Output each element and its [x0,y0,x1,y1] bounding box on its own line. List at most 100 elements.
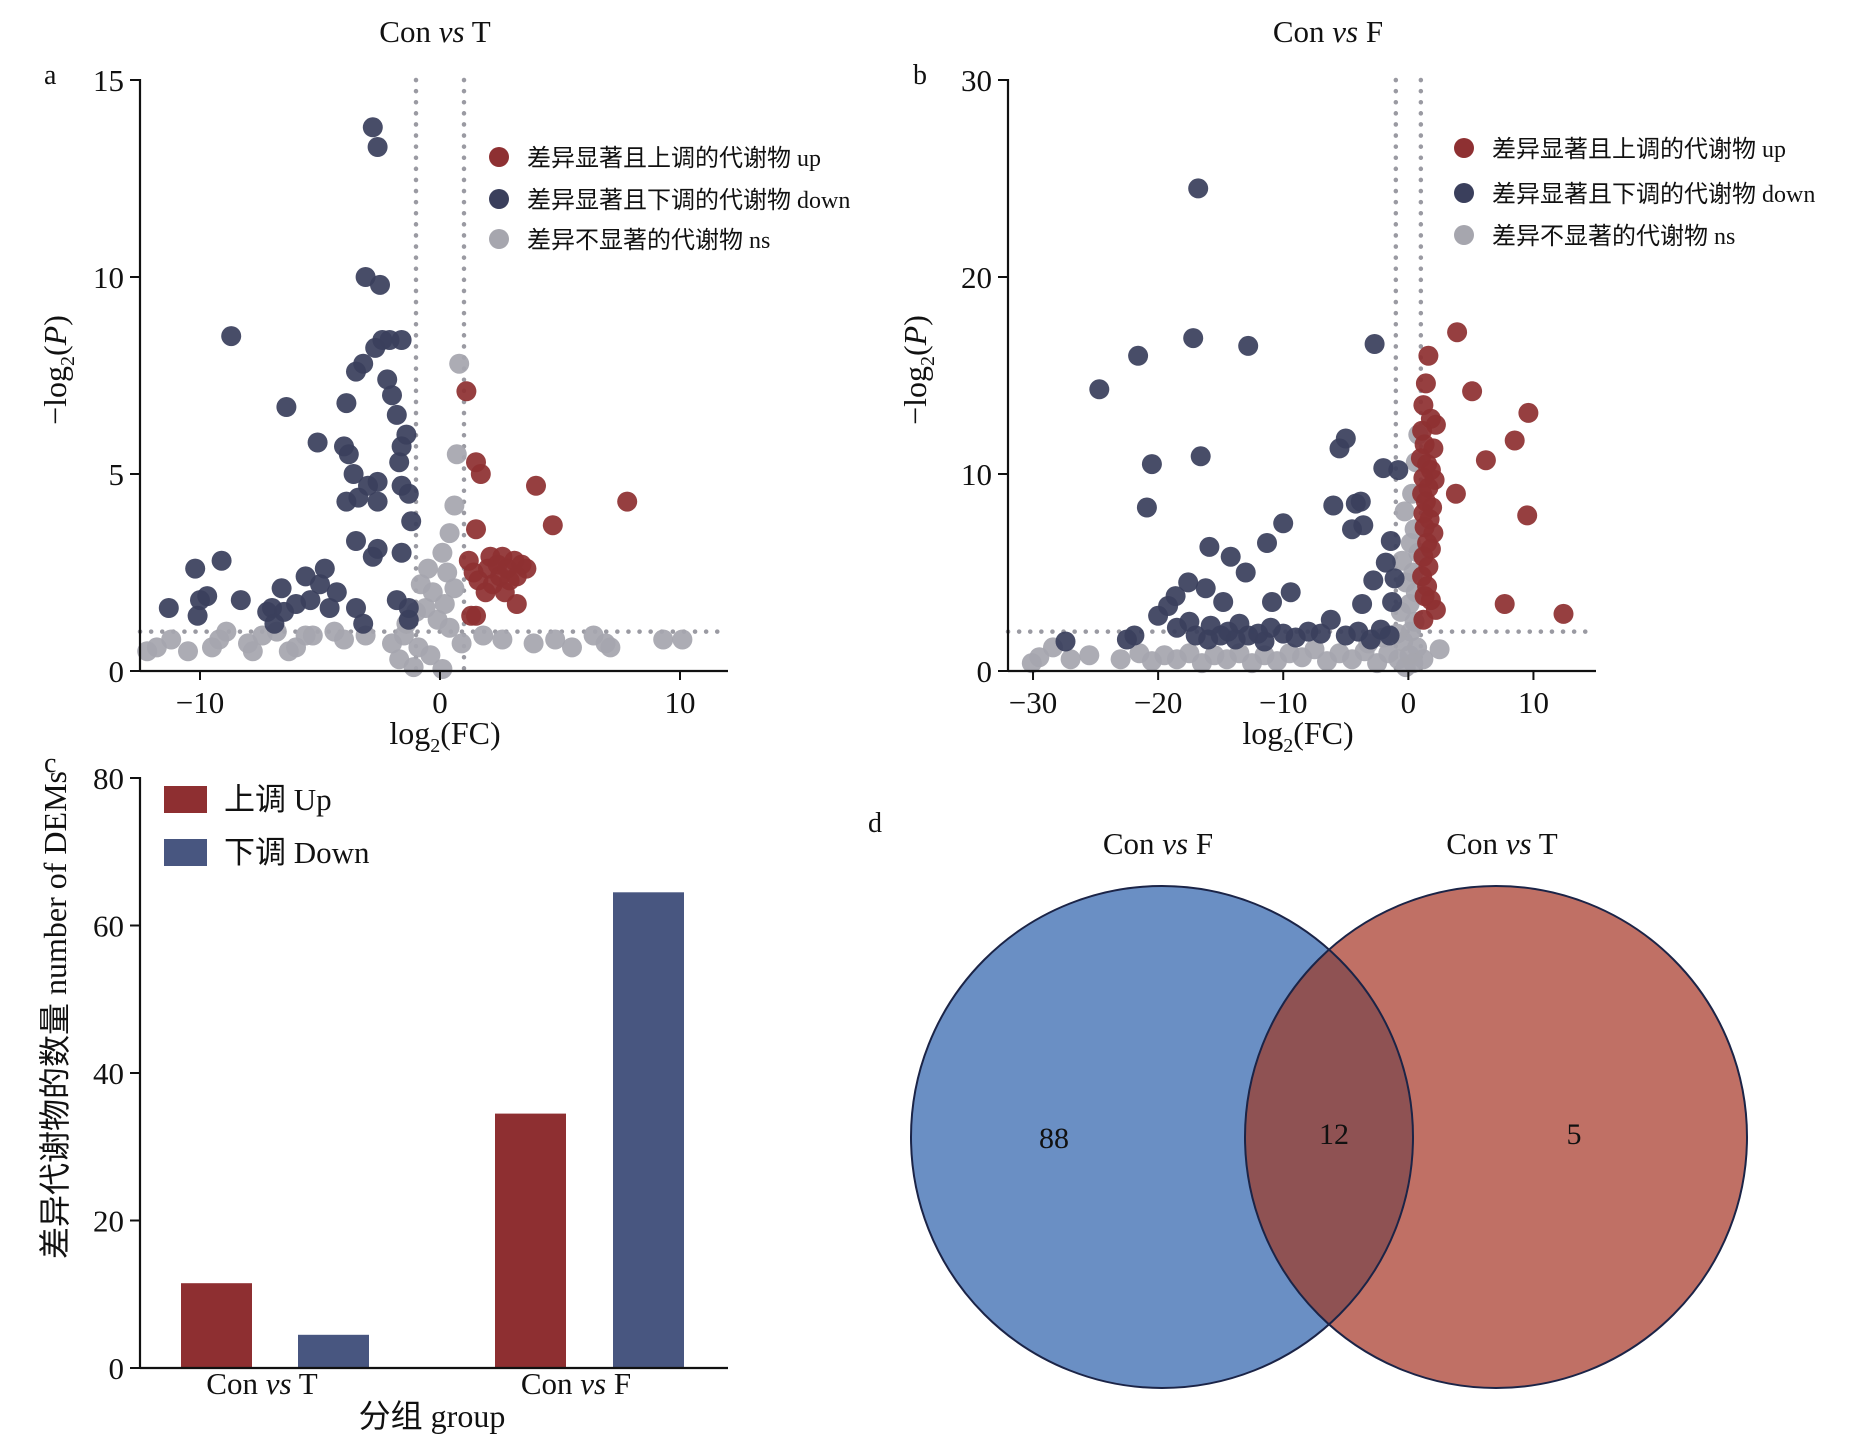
panel-a-x-axis-label: log2(FC) [389,715,500,757]
y-tick-label: 80 [93,761,124,796]
legend-label-down: 下调 Down [224,835,370,870]
point-ns-4 [432,542,453,563]
point-down-61 [1055,631,1076,652]
point-down-15 [1273,513,1294,534]
point-down-4 [1364,334,1385,354]
legend-marker-down [489,189,509,209]
point-down-36 [1148,605,1169,626]
point-ns-28 [1317,651,1337,672]
bar-down-0 [298,1334,369,1368]
venn-set-label-t: Con vs T [1446,826,1557,861]
point-down-17 [391,436,412,457]
panel-a-threshold-lines [137,77,731,674]
point-down-37 [185,558,206,579]
point-down-8 [1141,454,1162,475]
point-ns-45 [545,629,566,650]
point-up-37 [1494,594,1515,614]
point-down-35 [1352,594,1373,614]
point-down-25 [1195,578,1216,599]
x-tick-label: 10 [665,685,696,720]
point-ns-46 [1060,649,1081,670]
point-up-32 [1445,483,1466,504]
point-ns-3 [1394,501,1415,522]
y-tick-label: 20 [93,1204,124,1239]
panel-a-title: Con vs T [379,14,490,49]
point-down-56 [398,609,419,630]
legend-label-down: 差异显著且下调的代谢物 down [527,187,850,214]
panel-a-y-axis-label: −log2(P) [37,315,79,425]
legend-swatch-up [164,786,207,813]
point-ns-8 [444,578,465,599]
point-down-35 [314,558,335,579]
panel-c-legend: 上调 Up 下调 Down [164,782,370,870]
panel-c-category-label-1: Con vs F [521,1366,631,1401]
point-up-38 [1553,603,1574,624]
panel-c-bars [181,892,684,1368]
point-down-3 [1238,335,1259,356]
y-tick-label: 30 [961,63,992,98]
point-up-36 [1517,505,1538,526]
point-down-30 [401,511,422,532]
y-tick-label: 40 [93,1056,124,1091]
point-down-40 [271,578,292,599]
point-ns-22 [1429,639,1450,660]
y-tick-label: 10 [93,260,124,295]
legend-swatch-down [164,839,207,866]
point-ns-21 [403,657,424,678]
point-ns-39 [202,637,222,658]
panel-a-axes: −10 0 10 0 5 10 15 [93,63,728,720]
point-down-9 [1190,446,1211,467]
legend-label-up: 差异显著且上调的代谢物 up [527,145,821,172]
point-ns-50 [653,629,674,650]
point-ns-21 [1413,649,1434,670]
panel-b-legend: 差异显著且上调的代谢物 up 差异显著且下调的代谢物 down 差异不显著的代谢… [1454,136,1815,250]
point-down-19 [1342,519,1362,540]
point-down-44 [230,590,251,611]
point-ns-17 [451,633,472,654]
point-down-0 [362,117,383,138]
point-ns-43 [1129,643,1150,664]
point-ns-46 [562,637,582,658]
legend-marker-ns [489,229,509,249]
point-ns-43 [492,629,513,650]
point-up-34 [1504,430,1525,451]
point-down-41 [326,582,347,603]
venn-circle-t-outline [1244,885,1748,1389]
point-down-22 [1220,546,1241,567]
point-down-34 [362,546,383,567]
point-down-33 [391,542,412,563]
point-down-26 [398,483,419,504]
point-down-31 [346,531,366,551]
y-tick-label: 0 [977,654,993,689]
y-tick-label: 60 [93,909,124,944]
point-down-18 [307,432,328,453]
point-down-12 [1136,497,1157,518]
point-ns-2 [444,495,465,516]
point-up-3 [466,519,486,540]
point-ns-35 [178,641,198,662]
point-ns-26 [324,621,345,642]
venn-count-only-t: 5 [1567,1118,1582,1151]
point-down-17 [1350,491,1371,512]
legend-marker-up [489,147,509,167]
legend-label-ns: 差异不显著的代谢物 ns [1492,223,1735,250]
point-up-22 [466,605,486,626]
panel-a-legend: 差异显著且上调的代谢物 up 差异显著且下调的代谢物 down 差异不显著的代谢… [489,145,850,254]
point-ns-22 [432,659,453,679]
point-up-1 [1418,345,1439,366]
point-ns-45 [1079,645,1100,666]
point-down-50 [187,605,208,626]
point-down-21 [1380,531,1401,551]
point-down-1 [1183,328,1204,349]
point-ns-41 [295,625,316,646]
legend-marker-ns [1454,225,1474,245]
point-down-3 [370,274,390,295]
point-down-43 [190,590,210,611]
point-down-29 [336,491,357,512]
point-down-24 [1178,572,1199,593]
legend-label-up: 上调 Up [224,782,332,817]
panel-letter-b: b [913,60,927,91]
point-down-15 [386,404,407,425]
point-down-47 [1320,609,1341,630]
